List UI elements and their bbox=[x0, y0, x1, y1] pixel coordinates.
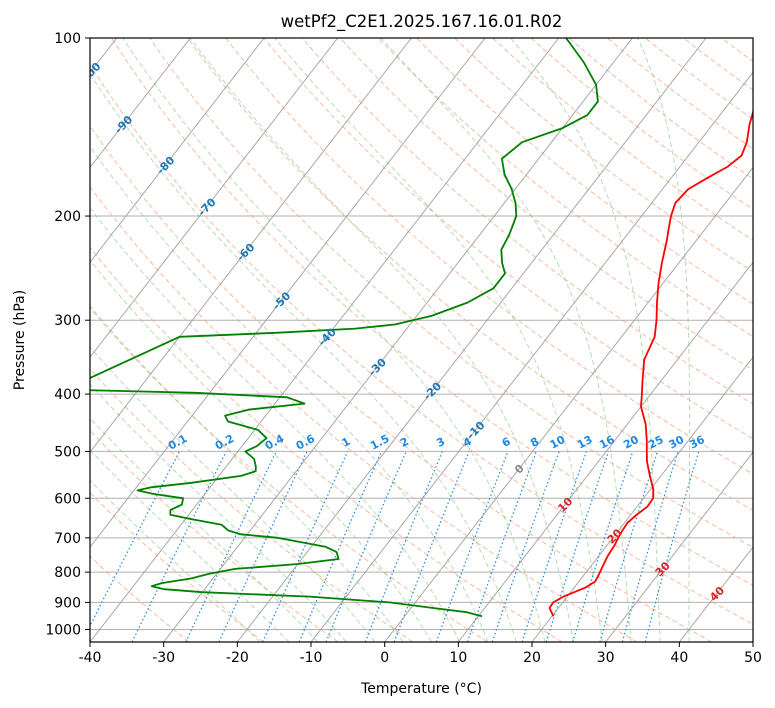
isotherm-line bbox=[605, 451, 753, 642]
mixing-ratio-line bbox=[545, 451, 610, 642]
y-tick-label: 1000 bbox=[45, 622, 81, 638]
dry-adiabat bbox=[111, 38, 753, 586]
mixing-ratio-line bbox=[599, 451, 659, 642]
dewpoint-profile-line bbox=[90, 38, 599, 618]
x-tick-label: 50 bbox=[744, 650, 762, 666]
x-tick-label: -20 bbox=[226, 650, 249, 666]
y-tick-label: 700 bbox=[54, 531, 81, 547]
profile-layer bbox=[90, 38, 753, 618]
moist-adiabat bbox=[189, 38, 575, 642]
moist-adiabat bbox=[380, 38, 632, 642]
moist-adiabat bbox=[637, 38, 691, 642]
moist-adiabat bbox=[90, 207, 461, 642]
axis-layer: -40 -30 -20 -10 0 10 20 30 40 50 100 200 300 400 500 60… bbox=[45, 31, 762, 666]
y-tick-label: 800 bbox=[54, 565, 81, 581]
dry-adiabat bbox=[90, 368, 414, 642]
mixing-ratio-line bbox=[621, 451, 679, 642]
x-axis-title: Temperature (°C) bbox=[360, 681, 482, 697]
dry-adiabat bbox=[606, 38, 753, 150]
plot-frame bbox=[89, 37, 754, 643]
temperature-profile-line bbox=[548, 109, 753, 617]
dry-adiabat bbox=[90, 125, 712, 642]
moist-adiabat bbox=[90, 417, 319, 642]
mixing-ratio-line bbox=[435, 451, 509, 642]
y-tick-label: 500 bbox=[54, 444, 81, 460]
moist-adiabat bbox=[90, 73, 517, 642]
y-tick-label: 600 bbox=[54, 491, 81, 507]
isotherm-line bbox=[90, 38, 191, 169]
isotherm-line bbox=[384, 166, 753, 642]
mixing-ratio-label: 25 bbox=[646, 433, 666, 452]
isotherm-line bbox=[236, 38, 707, 642]
moist-adiabat bbox=[90, 305, 404, 642]
mixing-ratio-label: 20 bbox=[621, 433, 641, 452]
x-tick-label: 20 bbox=[523, 650, 541, 666]
dry-adiabat bbox=[187, 38, 753, 511]
mixing-ratio-line bbox=[298, 451, 383, 642]
moist-adiabat bbox=[122, 38, 546, 642]
dry-adiabat bbox=[90, 307, 488, 642]
x-tick-label: 30 bbox=[597, 650, 615, 666]
y-tick-label: 400 bbox=[54, 387, 81, 403]
isotherm-line bbox=[90, 38, 412, 453]
x-tick-label: 10 bbox=[449, 650, 467, 666]
isotherm-line bbox=[90, 38, 486, 548]
mixing-ratio-label: 36 bbox=[687, 433, 707, 452]
moist-adiabat bbox=[90, 383, 347, 642]
mixing-ratio-label: 30 bbox=[667, 433, 687, 452]
plot-area: 0.10.20.40.611.52346810131620253036-100-… bbox=[90, 38, 753, 642]
x-tick-label: -40 bbox=[79, 650, 102, 666]
moist-adiabats-layer bbox=[90, 38, 691, 642]
mixing-ratio-line bbox=[325, 451, 407, 642]
moist-adiabat bbox=[90, 449, 290, 642]
isotherm-line bbox=[90, 38, 560, 642]
isotherm-line bbox=[90, 38, 265, 264]
dry-adiabat bbox=[149, 38, 753, 548]
dry-adiabat bbox=[90, 186, 638, 642]
moist-adiabat bbox=[90, 145, 489, 642]
y-tick-label: 300 bbox=[54, 313, 81, 329]
mixing-ratio-line bbox=[572, 451, 634, 642]
isotherms-layer bbox=[90, 38, 753, 642]
mixing-ratio-line bbox=[466, 451, 537, 642]
y-tick-label: 100 bbox=[54, 31, 81, 47]
isotherm-line bbox=[163, 38, 633, 642]
dry-adiabat bbox=[225, 38, 753, 475]
dry-adiabat bbox=[90, 63, 753, 625]
dry-adiabat bbox=[492, 38, 753, 241]
dry-adiabats-layer bbox=[90, 38, 753, 642]
mixing-ratio-line bbox=[364, 451, 443, 642]
x-tick-label: 0 bbox=[380, 650, 389, 666]
isotherm-line bbox=[90, 38, 339, 359]
mixing-ratio-line bbox=[491, 451, 560, 642]
dry-adiabat bbox=[90, 246, 563, 642]
dry-adiabat bbox=[530, 38, 753, 210]
mixing-ratio-line bbox=[521, 451, 588, 642]
mixing-ratio-label: 16 bbox=[597, 433, 617, 452]
dry-adiabat bbox=[339, 38, 753, 371]
dry-adiabat bbox=[263, 38, 753, 440]
x-tick-label: -30 bbox=[152, 650, 175, 666]
mixing-ratio-label: 10 bbox=[548, 433, 568, 452]
dry-adiabat bbox=[301, 38, 753, 405]
isotherm-line bbox=[531, 356, 753, 642]
y-tick-label: 900 bbox=[54, 595, 81, 611]
moist-adiabat bbox=[274, 38, 603, 642]
x-tick-label: -10 bbox=[300, 650, 323, 666]
y-axis-title: Pressure (hPa) bbox=[12, 290, 28, 390]
isotherm-line bbox=[310, 71, 753, 642]
moist-adiabat bbox=[90, 479, 261, 642]
grid-layer bbox=[90, 38, 753, 630]
mixing-ratio-label: 13 bbox=[575, 433, 595, 452]
dry-adiabat bbox=[416, 38, 753, 305]
y-tick-label: 200 bbox=[54, 209, 81, 225]
isotherm-line bbox=[457, 261, 753, 642]
chart-title: wetPf2_C2E1.2025.167.16.01.R02 bbox=[281, 12, 563, 32]
moist-adiabat bbox=[90, 259, 432, 642]
x-tick-label: 40 bbox=[670, 650, 688, 666]
